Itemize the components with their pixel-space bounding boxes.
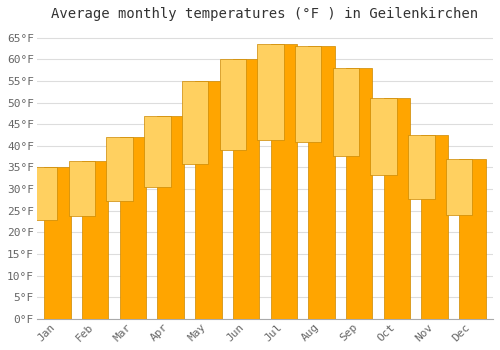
Bar <box>258 44 283 140</box>
Bar <box>120 137 146 319</box>
Bar <box>308 46 334 319</box>
Bar <box>370 98 397 175</box>
Title: Average monthly temperatures (°F ) in Geilenkirchen: Average monthly temperatures (°F ) in Ge… <box>52 7 478 21</box>
Bar <box>44 168 70 319</box>
Bar <box>158 116 184 319</box>
Bar <box>82 161 108 319</box>
Bar <box>144 116 171 187</box>
Bar <box>446 159 472 215</box>
Bar <box>346 68 372 319</box>
Bar <box>233 60 259 319</box>
Bar <box>106 137 133 201</box>
Bar <box>295 46 322 142</box>
Bar <box>69 161 95 216</box>
Bar <box>384 98 410 319</box>
Bar <box>408 135 434 199</box>
Bar <box>182 81 208 164</box>
Bar <box>195 81 222 319</box>
Bar <box>220 60 246 150</box>
Bar <box>31 168 58 220</box>
Bar <box>459 159 485 319</box>
Bar <box>333 68 359 156</box>
Bar <box>422 135 448 319</box>
Bar <box>270 44 297 319</box>
